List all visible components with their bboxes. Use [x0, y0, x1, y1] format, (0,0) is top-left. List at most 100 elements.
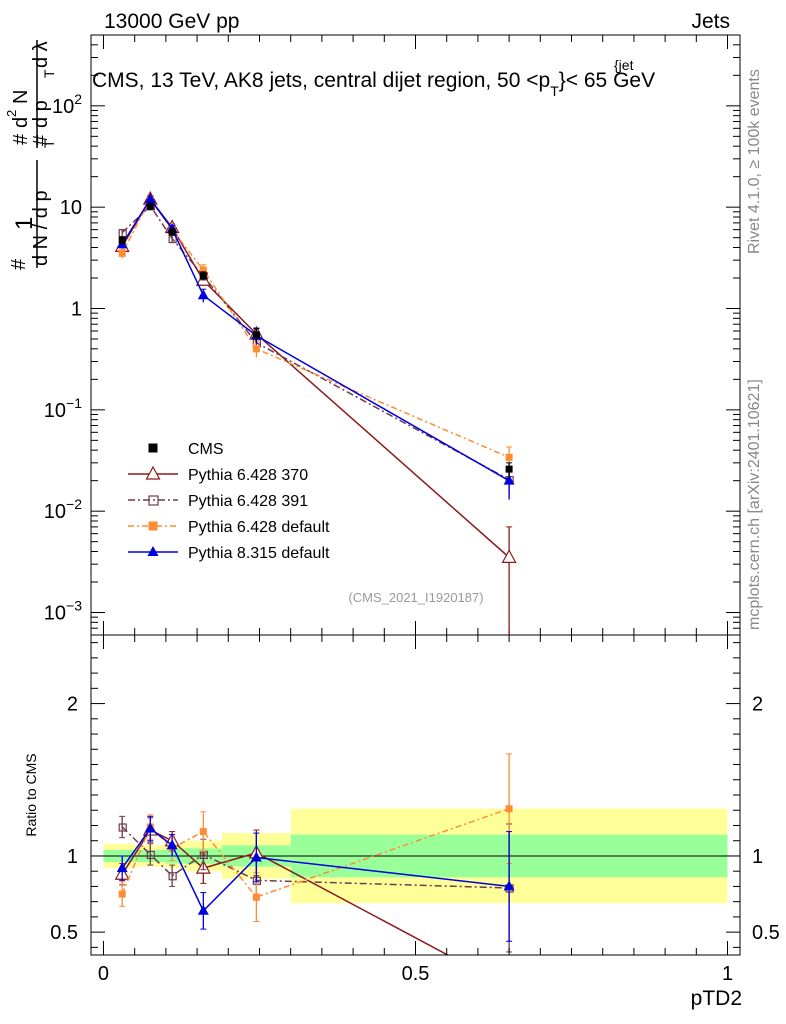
ratio-point-p8 — [250, 851, 262, 862]
ylabel-dlambda: d λ — [30, 41, 52, 68]
y-tick-label-base: 10 — [60, 197, 82, 219]
y-tick-label: 10−3 — [44, 598, 82, 625]
legend-marker-p8 — [147, 546, 159, 556]
x-tick-label: 0 — [98, 963, 109, 985]
ratio-y-tick-label: 0.5 — [50, 922, 78, 944]
ratio-y-axis-label: Ratio to CMS — [23, 753, 39, 836]
ratio-y-tick-label-right: 1 — [752, 846, 763, 868]
point-p8 — [144, 193, 156, 204]
point-p370 — [501, 549, 517, 563]
y-tick-label-exp: −1 — [66, 395, 82, 411]
point-p8 — [197, 289, 209, 300]
legend-marker-cms — [148, 443, 158, 453]
y-tick-label-base: 10 — [44, 400, 66, 422]
y-tick-label: 10−2 — [44, 496, 82, 523]
x-axis-label: pTD2 — [691, 987, 742, 1010]
y-tick-label-base: 1 — [71, 299, 82, 321]
ylabel-hash-1: # — [8, 258, 30, 270]
ylabel-hash-2: # — [10, 133, 32, 145]
plot-title-main: CMS, 13 TeV, AK8 jets, central dijet reg… — [92, 69, 550, 92]
series-p8 — [116, 193, 515, 500]
point-p6def — [505, 453, 513, 461]
legend-item-p8: Pythia 8.315 default — [128, 545, 330, 562]
ylabel-d: d — [10, 117, 32, 128]
ratio-series — [114, 753, 516, 993]
ratio-series-p8 — [116, 815, 515, 942]
ratio-y-tick-label-right: 2 — [752, 694, 763, 716]
ratio-point-p6def — [252, 893, 260, 901]
y-tick-label-base: 10 — [44, 603, 66, 625]
plot-title-sup: {jet — [614, 57, 634, 73]
ratio-line-p8 — [121, 827, 510, 913]
legend-item-p370: Pythia 6.428 370 — [128, 465, 308, 484]
ratio-point-p8 — [503, 880, 515, 891]
point-cms — [146, 202, 154, 210]
ylabel-T-1: T — [41, 139, 57, 148]
header-left: 13000 GeV pp — [104, 10, 239, 33]
ratio-line-p6def — [121, 808, 510, 898]
ratio-point-p8 — [166, 839, 178, 850]
y-tick-label-exp: 2 — [74, 91, 82, 107]
header-right: Jets — [691, 10, 730, 33]
y-tick-label: 10 — [60, 197, 82, 219]
ratio-point-p8 — [144, 822, 156, 833]
analysis-watermark: (CMS_2021_I1920187) — [348, 590, 483, 605]
legend-item-p6def: Pythia 6.428 default — [128, 519, 330, 536]
point-p6def — [252, 345, 260, 353]
point-p6def — [118, 249, 126, 257]
legend-marker-p391 — [148, 495, 159, 506]
ratio-y-tick-label: 2 — [67, 694, 78, 716]
plot-title-end: }< 65 GeV — [559, 69, 655, 92]
ylabel-two: 2 — [4, 110, 19, 117]
ratio-point-p8 — [197, 904, 209, 915]
point-p8 — [503, 474, 515, 485]
ratio-axes: 0.5 0.5 1 1 2 2 0 0.5 1 — [50, 635, 780, 985]
y-tick-label: 1 — [71, 299, 82, 321]
ratio-point-p391 — [168, 872, 177, 881]
ratio-point-p6def — [199, 828, 207, 836]
y-tick-label-exp: −2 — [66, 496, 82, 512]
series-line-p8 — [121, 197, 510, 482]
ratio-point-p6def — [505, 805, 513, 813]
y-tick-label-base: 10 — [44, 501, 66, 523]
legend-marker-p370 — [145, 465, 161, 480]
ratio-y-tick-label: 1 — [67, 846, 78, 868]
ylabel-one: 1 — [11, 217, 38, 230]
legend-label-p370: Pythia 6.428 370 — [188, 467, 308, 484]
point-cms — [252, 331, 260, 339]
ratio-line-p391 — [121, 826, 510, 889]
ratio-point-p391 — [146, 850, 155, 860]
x-tick-label: 0.5 — [402, 963, 430, 985]
ylabel-hash-3: # — [30, 134, 52, 146]
series-line-p391 — [121, 204, 510, 481]
ratio-point-p6def — [118, 890, 126, 898]
ratio-point-p8 — [116, 862, 128, 873]
legend-label-p391: Pythia 6.428 391 — [188, 493, 308, 510]
point-cms — [199, 272, 207, 280]
ratio-point-p370 — [503, 981, 516, 993]
legend-label-p8: Pythia 8.315 default — [188, 545, 330, 562]
y-tick-label: 102 — [52, 91, 82, 118]
main-plot-x-ticks — [102, 35, 729, 635]
series-cms — [118, 202, 513, 477]
legend-item-cms: CMS — [148, 441, 224, 458]
series-line-p6def — [121, 197, 510, 459]
main-plot-series — [114, 190, 517, 635]
series-line-p370 — [121, 197, 510, 558]
point-cms — [505, 465, 513, 473]
point-cms — [118, 236, 126, 244]
rivet-label: Rivet 4.1.0, ≥ 100k events — [746, 69, 763, 254]
point-cms — [168, 228, 176, 236]
y-tick-label-exp: −3 — [66, 598, 82, 614]
ratio-y-tick-label-right: 0.5 — [752, 922, 780, 944]
plot-title: CMS, 13 TeV, AK8 jets, central dijet reg… — [92, 69, 655, 99]
mcplots-label: mcplots.cern.ch [arXiv:2401.10621] — [746, 379, 763, 630]
legend: CMS Pythia 6.428 370 Pythia 6.428 391 Pythi… — [128, 441, 330, 562]
legend-label-p6def: Pythia 6.428 default — [188, 519, 330, 536]
ratio-plot-frame — [90, 634, 741, 956]
ratio-plot-panel: 0.5 0.5 1 1 2 2 0 0.5 1 Ratio to CMS pTD2 — [23, 634, 780, 1010]
ratio-point-p391 — [118, 823, 127, 832]
